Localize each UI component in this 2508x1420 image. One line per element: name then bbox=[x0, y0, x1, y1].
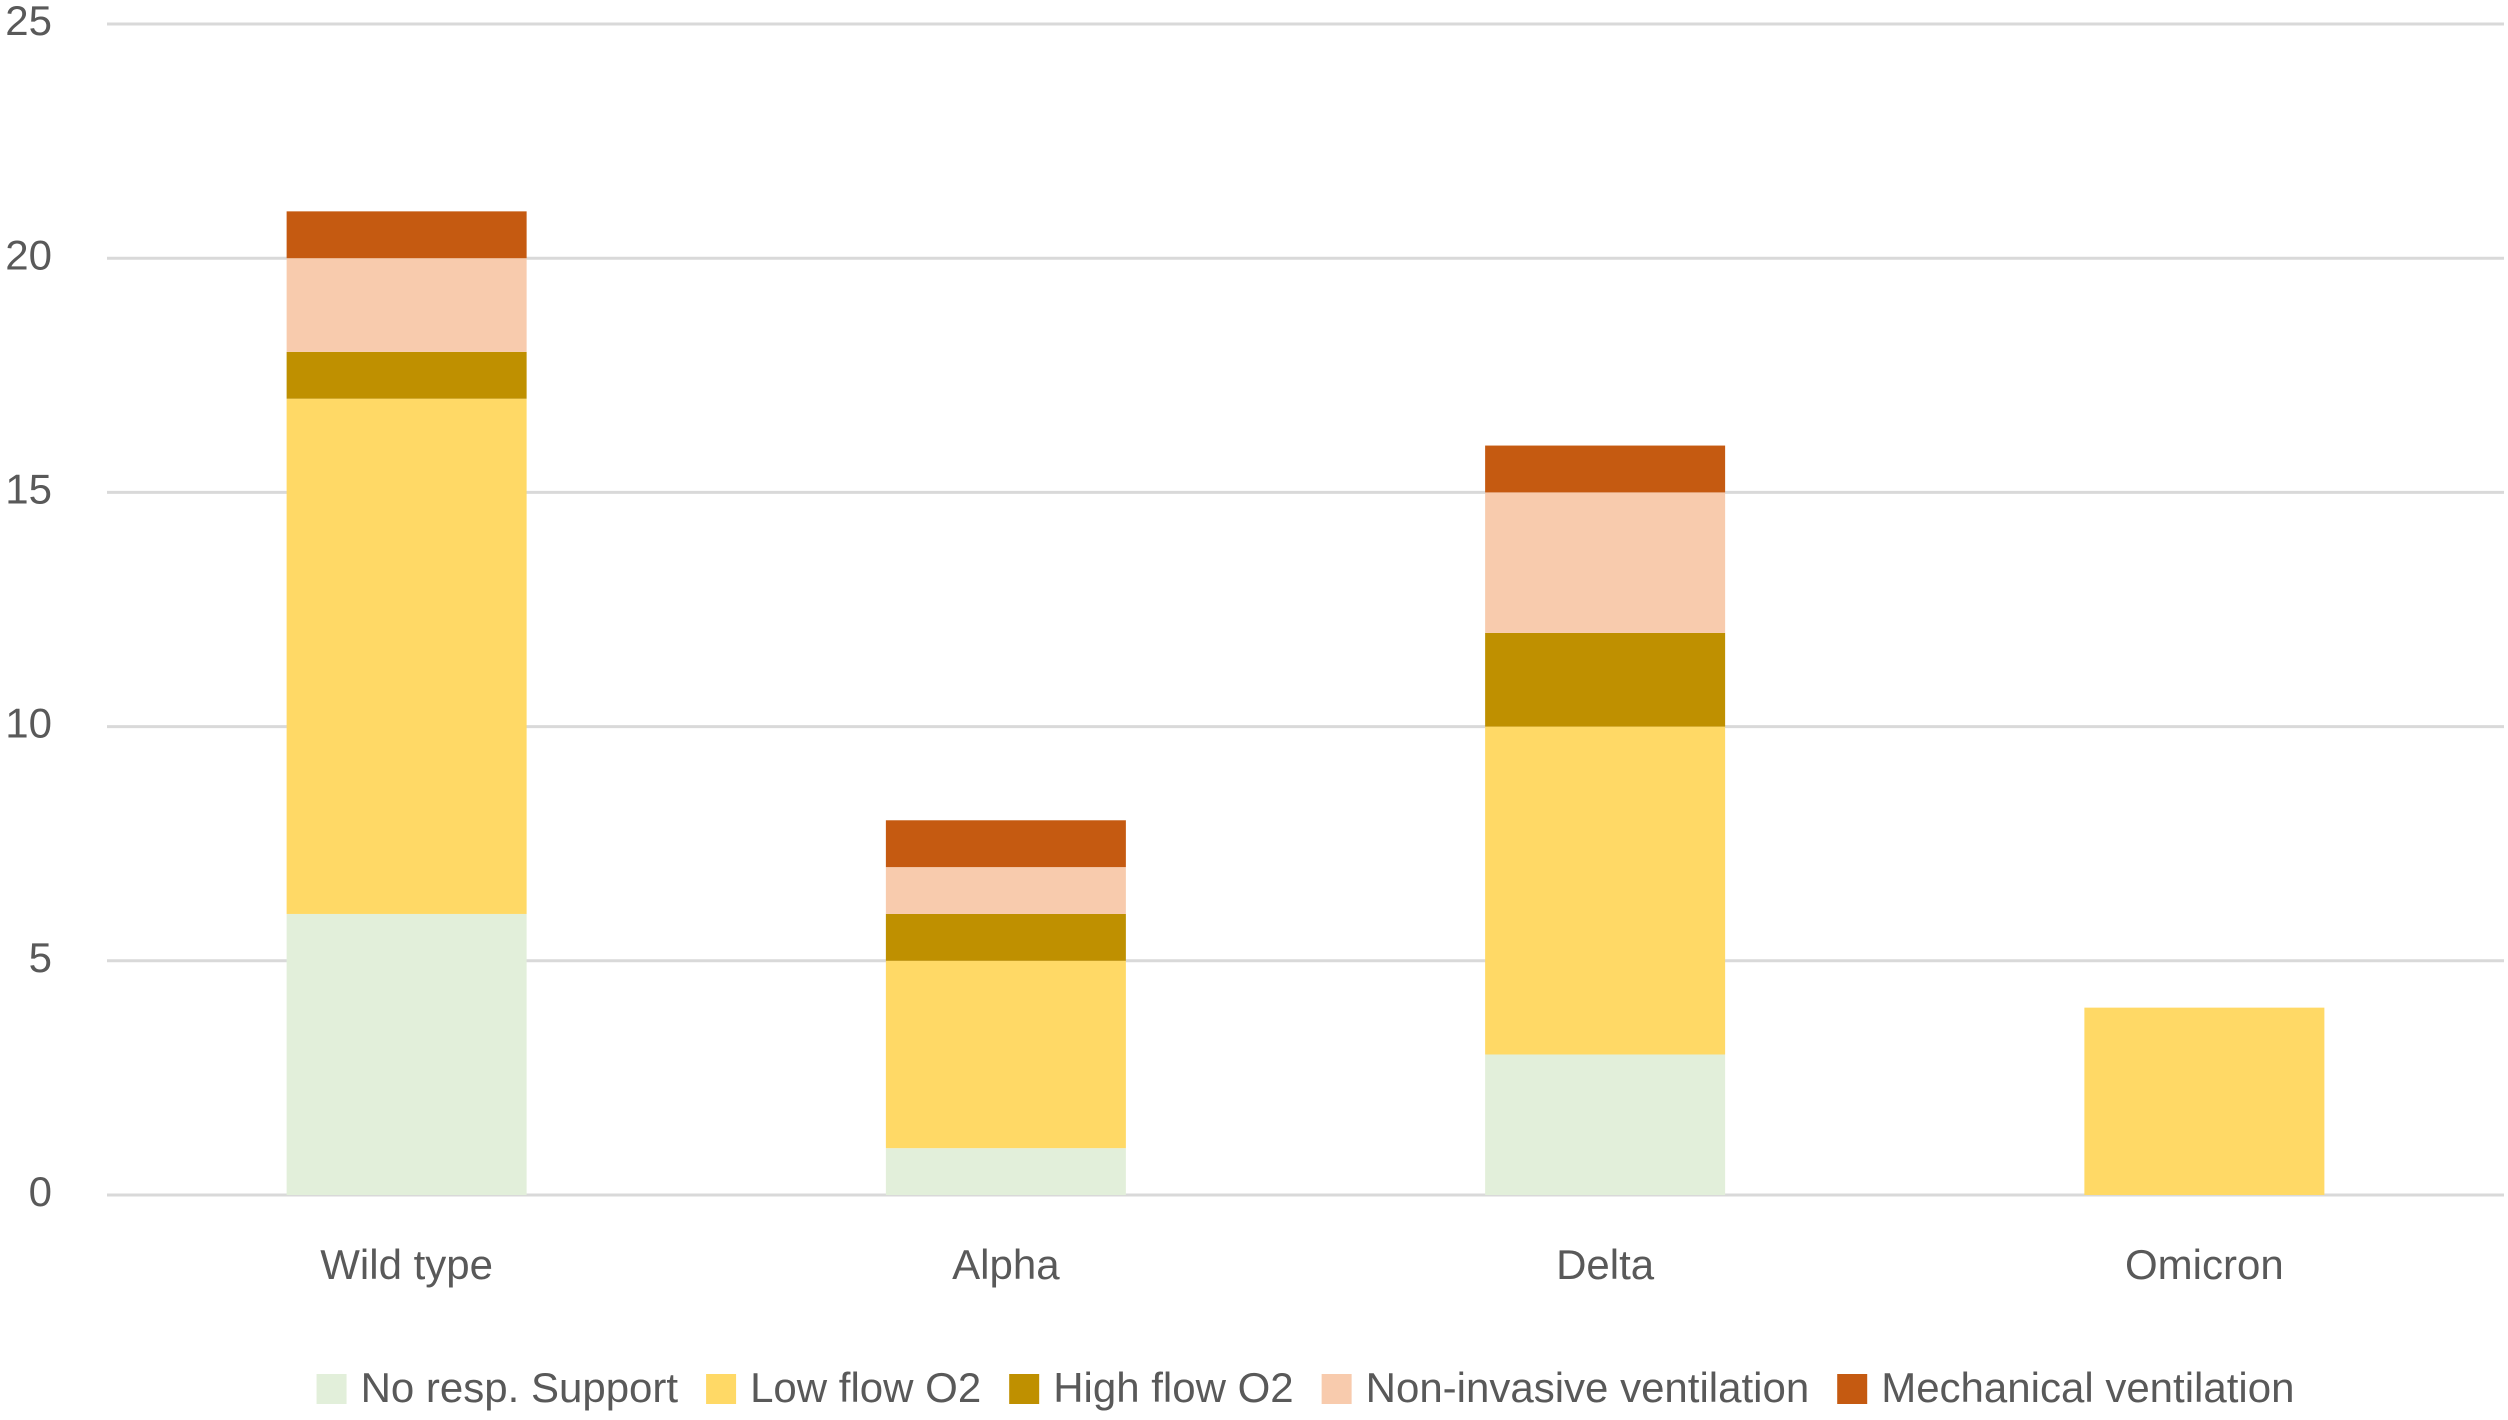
legend-label: No resp. Support bbox=[361, 1364, 679, 1411]
bar-segment bbox=[885, 867, 1126, 914]
legend-swatch bbox=[1837, 1374, 1868, 1404]
bar-segment bbox=[286, 258, 527, 352]
bar-segment bbox=[286, 913, 527, 1195]
y-tick-label: 5 bbox=[29, 934, 52, 981]
bar-segment bbox=[286, 211, 527, 259]
y-tick-label: 15 bbox=[5, 465, 52, 512]
bar-segment bbox=[1485, 726, 1726, 1055]
legend-swatch bbox=[1321, 1374, 1352, 1404]
legend-label: Mechanical ventilation bbox=[1881, 1364, 2294, 1411]
bar-segment bbox=[1485, 492, 1726, 633]
bar-segment bbox=[1485, 445, 1726, 493]
bar-segment bbox=[2084, 1007, 2325, 1195]
legend-label: Low flow O2 bbox=[750, 1364, 981, 1411]
bar-segment bbox=[885, 820, 1126, 868]
bar-segment bbox=[1485, 632, 1726, 727]
legend-swatch bbox=[706, 1374, 737, 1404]
legend-swatch bbox=[1009, 1374, 1040, 1404]
legend-label: High flow O2 bbox=[1053, 1364, 1293, 1411]
legend-swatch bbox=[316, 1374, 347, 1404]
y-tick-label: 20 bbox=[5, 231, 52, 278]
x-tick-label: Omicron bbox=[2125, 1241, 2284, 1288]
bar-segment bbox=[286, 351, 527, 399]
y-tick-label: 0 bbox=[29, 1168, 52, 1215]
x-tick-label: Wild type bbox=[320, 1241, 493, 1288]
x-tick-label: Alpha bbox=[952, 1241, 1060, 1288]
bar-segment bbox=[286, 398, 527, 914]
y-tick-label: 25 bbox=[5, 0, 52, 44]
legend-label: Non-invasive ventilation bbox=[1366, 1364, 1810, 1411]
x-tick-label: Delta bbox=[1556, 1241, 1655, 1288]
bar-segment bbox=[1485, 1054, 1726, 1195]
bar-segment bbox=[885, 913, 1126, 961]
bar-segment bbox=[885, 1148, 1126, 1195]
y-tick-label: 10 bbox=[5, 700, 52, 747]
bar-segment bbox=[885, 960, 1126, 1149]
